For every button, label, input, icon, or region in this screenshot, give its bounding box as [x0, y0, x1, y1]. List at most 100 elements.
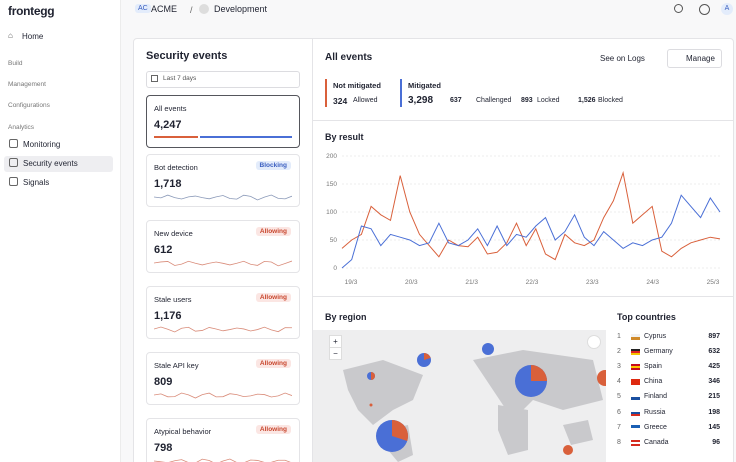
country: Finland [644, 393, 667, 401]
link[interactable]: See on Logs [600, 54, 645, 63]
flag-stripe [631, 397, 640, 401]
card-title: Stale users [154, 295, 192, 304]
section-title: Security events [146, 50, 228, 62]
country: Cyprus [644, 333, 667, 340]
stat-value: 637 [450, 97, 462, 104]
stat-unit: Challenged [476, 97, 512, 104]
zoom-button[interactable]: + [329, 335, 342, 348]
landmass [343, 360, 423, 425]
avatar[interactable]: A [721, 3, 733, 15]
card-value: 1,718 [154, 178, 182, 190]
graphic [154, 260, 292, 267]
nav-group[interactable]: Build [8, 60, 23, 67]
line-series [341, 170, 721, 261]
nav-item[interactable]: Signals [23, 178, 50, 187]
y-tick-label: 50 [330, 237, 338, 244]
y-tick-label: 150 [326, 181, 337, 188]
flag-stripe [631, 368, 640, 371]
flag-stripe [631, 439, 640, 442]
country: China [644, 378, 663, 386]
card-value: 612 [154, 244, 173, 256]
x-tick-label: 24/3 [646, 279, 659, 286]
card-title: Bot detection [154, 163, 198, 172]
nav-item[interactable]: Monitoring [23, 140, 61, 149]
region-bubble [563, 445, 573, 455]
flag-stripe [631, 424, 640, 428]
date-picker[interactable] [146, 71, 300, 88]
divider [313, 120, 733, 121]
flag [631, 364, 640, 371]
rank: 3 [617, 363, 621, 371]
button[interactable] [667, 49, 722, 68]
country: Germany [644, 348, 673, 356]
count: 346 [708, 378, 720, 386]
date-range: Last 7 days [163, 75, 197, 82]
y-tick-label: 200 [326, 153, 337, 160]
badge: Allowing [255, 425, 291, 434]
flag [631, 379, 640, 386]
sparkline [154, 458, 291, 462]
rank: 5 [617, 393, 621, 401]
zoom-button[interactable]: − [329, 347, 342, 360]
account[interactable]: ACME [151, 4, 178, 14]
graphic [154, 326, 292, 333]
nav-item[interactable]: Security events [23, 159, 78, 168]
stat-bar [325, 79, 327, 107]
y-tick-label: 0 [333, 265, 337, 272]
landmass [563, 420, 593, 445]
x-tick-label: 23/3 [586, 279, 599, 286]
flag-stripe [631, 413, 640, 416]
card-title: New device [154, 229, 193, 238]
nav-item[interactable]: Home [22, 32, 44, 41]
divider [312, 39, 313, 462]
card-title: Stale API key [154, 361, 199, 370]
account-badge: AC [135, 4, 151, 13]
map-control[interactable] [587, 335, 601, 349]
stat-bar [400, 79, 402, 107]
rank: 4 [617, 378, 621, 386]
flag-stripe [631, 364, 640, 367]
stat-unit: Allowed [353, 97, 378, 104]
event-card[interactable] [146, 95, 300, 148]
event-card[interactable] [146, 286, 300, 339]
sparkline [154, 194, 292, 201]
nav-icon [9, 139, 18, 148]
calendar-icon [151, 75, 158, 82]
nav-group[interactable]: Analytics [8, 124, 35, 131]
country: Greece [644, 423, 667, 431]
flag-stripe [631, 441, 640, 444]
stat-label: Not mitigated [333, 81, 381, 90]
x-tick-label: 21/3 [465, 279, 478, 286]
card-title: All events [154, 104, 187, 113]
count: 215 [708, 393, 720, 401]
line-series [341, 194, 721, 269]
environment[interactable]: Development [214, 4, 268, 14]
flag-stripe [631, 409, 640, 412]
rank: 7 [617, 423, 621, 431]
region-bubble [482, 343, 494, 355]
stat-value: 3,298 [408, 95, 434, 106]
nav-group[interactable]: Configurations [8, 102, 50, 109]
card-value: 4,247 [154, 119, 182, 131]
graphic: 0 50 100 150 200 19/3 20/3 21/3 22/3 23/3 24/3 25/3 [326, 153, 721, 286]
badge: Allowing [255, 293, 291, 302]
search-icon[interactable] [674, 4, 683, 13]
region-bubble [369, 403, 373, 407]
graphic [154, 194, 292, 201]
flag-stripe [631, 394, 640, 398]
sparkline [154, 326, 292, 333]
sidebar [0, 0, 121, 462]
flag-stripe [631, 411, 640, 414]
help-icon[interactable] [699, 4, 710, 15]
flag [631, 409, 640, 416]
nav-group[interactable]: Management [8, 81, 46, 88]
stat-value: 1,526 [578, 97, 596, 104]
badge: Blocking [255, 161, 291, 170]
section-title: By region [325, 312, 367, 322]
card-title: Atypical behavior [154, 427, 212, 436]
button-label: Manage [686, 54, 715, 63]
country: Russia [644, 408, 666, 416]
graphic [154, 392, 292, 399]
divider [313, 296, 733, 297]
